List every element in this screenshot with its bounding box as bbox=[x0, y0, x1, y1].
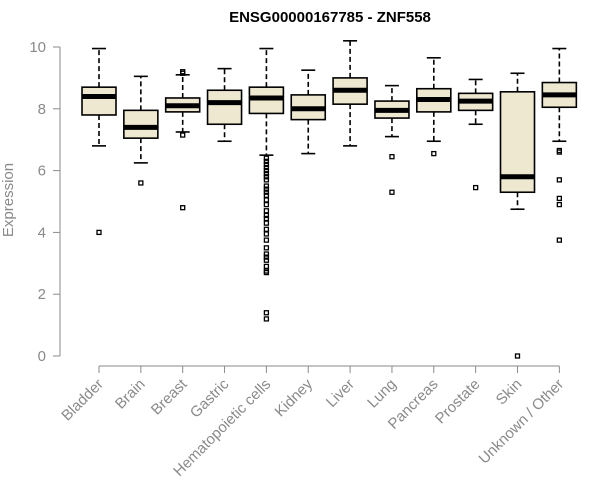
outlier-point bbox=[263, 220, 270, 226]
outlier-point bbox=[389, 154, 395, 160]
x-tick-label: Bladder bbox=[58, 376, 107, 425]
outlier-point bbox=[263, 269, 270, 276]
x-tick-label: Prostate bbox=[432, 376, 484, 428]
x-tick-label: Brain bbox=[112, 376, 149, 413]
outlier-point bbox=[263, 183, 270, 189]
y-tick-label: 2 bbox=[38, 286, 46, 303]
outlier-point bbox=[263, 251, 270, 257]
outlier-point bbox=[180, 132, 186, 138]
outlier-point bbox=[263, 208, 270, 214]
outlier-point bbox=[263, 192, 270, 198]
outlier-point bbox=[263, 189, 270, 195]
chart-title: ENSG00000167785 - ZNF558 bbox=[229, 9, 431, 26]
outlier-point bbox=[263, 171, 270, 177]
outlier-point bbox=[263, 212, 270, 219]
outlier-point bbox=[556, 149, 562, 155]
outlier-point bbox=[263, 257, 270, 263]
box-brain bbox=[123, 75, 159, 186]
axes: 0 2 4 6 8 10 bbox=[29, 39, 560, 373]
outlier-point bbox=[263, 316, 270, 322]
box-unknown-other bbox=[541, 47, 578, 243]
y-axis-label: Expression bbox=[0, 163, 17, 237]
outlier-point bbox=[180, 205, 186, 211]
outlier-point bbox=[263, 158, 270, 164]
outlier-point bbox=[514, 353, 521, 359]
x-tick-label: Breast bbox=[148, 375, 191, 418]
outlier-point bbox=[556, 195, 562, 202]
box-bladder bbox=[81, 47, 117, 236]
y-tick-label: 10 bbox=[29, 39, 46, 56]
y-tick-label: 4 bbox=[38, 224, 46, 241]
outlier-point bbox=[263, 254, 270, 260]
outlier-point bbox=[556, 177, 562, 183]
outlier-point bbox=[263, 201, 270, 208]
iqr-box bbox=[206, 89, 243, 126]
box-gastric bbox=[206, 67, 243, 143]
outlier-point bbox=[263, 186, 270, 192]
outlier-point bbox=[96, 229, 102, 236]
box-hematopoietic-cells bbox=[248, 47, 285, 322]
outlier-point bbox=[389, 189, 395, 195]
outlier-point bbox=[263, 310, 270, 316]
x-tick-label: Kidney bbox=[272, 375, 317, 420]
outlier-point bbox=[263, 237, 270, 243]
box-kidney bbox=[290, 69, 327, 155]
outlier-point bbox=[263, 161, 270, 168]
outlier-point bbox=[263, 167, 270, 174]
outlier-point bbox=[180, 70, 186, 76]
x-tick-label: Lung bbox=[364, 376, 400, 412]
outlier-point bbox=[263, 197, 270, 203]
outlier-point bbox=[263, 263, 270, 270]
outlier-point bbox=[263, 231, 270, 237]
outlier-point bbox=[263, 155, 270, 161]
y-tick-label: 8 bbox=[38, 101, 46, 118]
iqr-box bbox=[123, 109, 159, 139]
y-tick-label: 0 bbox=[38, 348, 46, 365]
box-breast bbox=[164, 69, 201, 211]
outlier-point bbox=[431, 150, 437, 157]
outlier-point bbox=[263, 215, 270, 222]
outlier-point bbox=[472, 184, 479, 191]
x-tick-label: Liver bbox=[323, 376, 358, 411]
outlier-point bbox=[263, 245, 270, 251]
y-tick-label: 6 bbox=[38, 163, 46, 180]
outlier-point bbox=[138, 180, 144, 186]
box-pancreas bbox=[415, 57, 452, 157]
box-prostate bbox=[457, 78, 494, 191]
box-skin bbox=[499, 72, 536, 359]
outlier-point bbox=[556, 237, 562, 243]
box-lung bbox=[374, 84, 410, 195]
outlier-point bbox=[263, 164, 270, 171]
outlier-point bbox=[263, 177, 270, 183]
boxes bbox=[81, 40, 578, 359]
outlier-point bbox=[263, 174, 270, 180]
x-tick-label: Skin bbox=[493, 376, 526, 409]
outlier-point bbox=[263, 226, 270, 232]
outlier-point bbox=[556, 201, 562, 208]
iqr-box bbox=[81, 86, 117, 116]
box-liver bbox=[332, 40, 368, 147]
